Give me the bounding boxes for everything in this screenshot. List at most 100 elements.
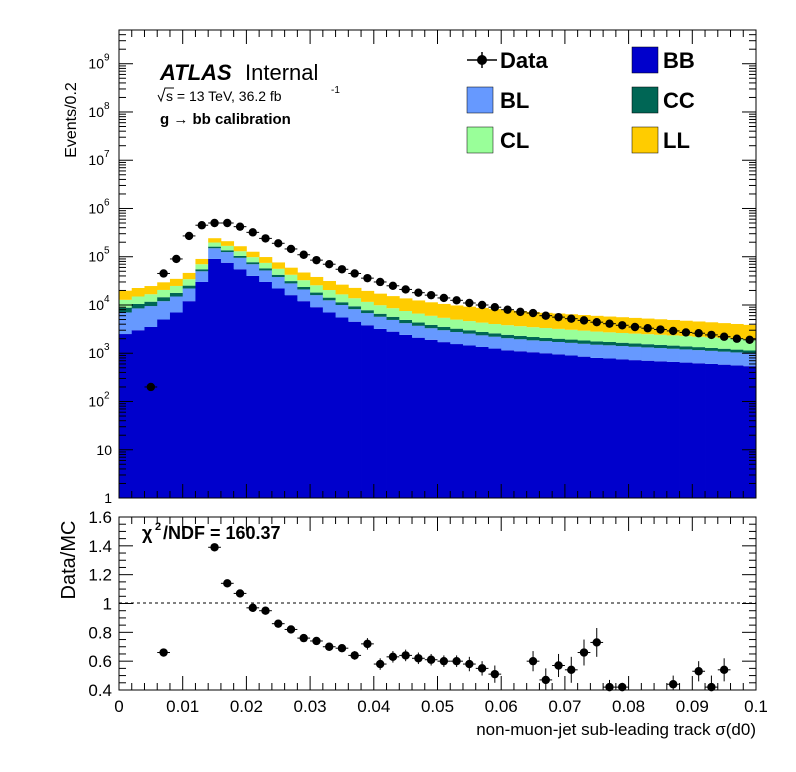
lower-ytick-label-5: 1.4 (88, 537, 112, 556)
bar-bb-6 (195, 281, 209, 498)
bar-cl-46 (705, 337, 719, 348)
ratio-point-19 (439, 656, 449, 666)
bar-cl-13 (284, 274, 298, 282)
bar-cc-20 (373, 313, 387, 317)
data-point-43 (694, 329, 703, 338)
ratio-point-8 (299, 633, 308, 643)
bar-cl-30 (501, 325, 515, 335)
bar-bl-48 (730, 352, 744, 366)
sqrt-symbol (157, 87, 174, 103)
atlas-label-bold: ATLAS (159, 60, 232, 85)
bar-bl-11 (259, 270, 273, 282)
upper-ytick-exponent-8: 8 (104, 101, 110, 112)
bar-cl-1 (131, 296, 145, 304)
data-point-13 (312, 255, 321, 265)
ratio-point-23 (490, 669, 500, 679)
ratio-point-27 (567, 665, 576, 675)
bar-cc-8 (220, 250, 235, 253)
data-point-21 (414, 288, 423, 297)
bar-bl-6 (195, 271, 209, 282)
bar-bl-46 (705, 350, 719, 364)
bar-bl-20 (373, 316, 387, 329)
bar-cl-28 (475, 322, 489, 332)
bar-ll-6 (195, 258, 209, 265)
ratio-point-5 (261, 606, 270, 615)
data-point-46 (732, 334, 742, 343)
bar-bb-16 (322, 312, 336, 498)
bar-cl-6 (195, 264, 209, 270)
bar-cl-47 (717, 338, 731, 349)
upper-ytick-label-6: 10 (88, 200, 104, 216)
bar-ll-15 (310, 276, 324, 286)
data-point-3 (184, 231, 194, 241)
bar-cc-39 (615, 342, 629, 347)
legend-bb-label: BB (663, 48, 695, 73)
bar-bb-38 (603, 358, 617, 498)
bar-bl-5 (182, 288, 196, 302)
bar-cc-33 (539, 337, 553, 342)
bar-bb-35 (564, 355, 579, 498)
data-point-25 (465, 298, 474, 308)
legend-cc-swatch (631, 86, 659, 114)
bar-cc-17 (335, 302, 349, 305)
bar-bl-24 (424, 328, 438, 340)
bar-ll-18 (348, 287, 362, 299)
ratio-point-28 (579, 648, 589, 657)
bar-ll-1 (131, 288, 145, 297)
bar-bb-29 (488, 348, 502, 498)
calibration-label: g → bb calibration (160, 111, 291, 128)
bar-bb-1 (131, 330, 145, 498)
bar-bb-48 (730, 365, 744, 498)
data-point-15 (337, 265, 347, 274)
bar-ll-26 (450, 305, 464, 320)
bar-bb-30 (501, 350, 515, 498)
bar-cl-4 (169, 285, 184, 293)
data-point-19 (388, 281, 398, 290)
bar-bl-29 (488, 336, 502, 349)
bar-cc-27 (462, 330, 477, 334)
data-point-39 (643, 324, 652, 333)
bar-cl-33 (539, 328, 553, 338)
bar-cc-9 (233, 255, 247, 258)
bar-cc-11 (259, 268, 273, 271)
legend-entry-bb: BB (631, 46, 695, 74)
ratio-point-26 (554, 661, 563, 670)
bar-bb-31 (513, 351, 528, 498)
bar-bl-36 (577, 343, 591, 357)
upper-y-axis-label: Events/0.2 (63, 82, 80, 158)
bar-cc-36 (577, 340, 591, 344)
bar-bb-46 (705, 363, 719, 498)
bar-ll-22 (399, 298, 413, 312)
bar-bb-10 (246, 275, 260, 498)
bar-cc-37 (590, 341, 604, 345)
bar-ll-9 (233, 246, 247, 252)
ratio-point-29 (592, 638, 601, 647)
bar-cl-38 (603, 332, 617, 342)
lower-xtick-label-8: 0.08 (612, 697, 645, 716)
upper-ytick-label-7: 10 (88, 152, 104, 168)
bar-bb-49 (743, 366, 757, 498)
bar-cc-3 (157, 297, 171, 302)
bar-ll-30 (501, 310, 515, 326)
bar-cc-1 (131, 303, 145, 309)
legend-cl-label: CL (500, 128, 529, 153)
lower-xtick-label-5: 0.05 (421, 697, 454, 716)
bar-bb-25 (437, 342, 451, 498)
bar-bb-37 (590, 357, 604, 498)
data-point-9 (261, 234, 270, 243)
bar-bl-3 (157, 301, 171, 320)
data-point-27 (490, 303, 500, 312)
upper-ytick-label-9: 10 (88, 56, 104, 72)
bar-ll-16 (322, 281, 336, 291)
data-point-29 (516, 307, 525, 317)
bar-ll-27 (462, 306, 477, 322)
legend-ll-label: LL (663, 128, 690, 153)
lower-xtick-label-3: 0.03 (294, 697, 327, 716)
bar-ll-2 (144, 286, 158, 295)
upper-ytick-label-0: 1 (104, 490, 112, 506)
data-point-37 (618, 321, 627, 330)
bar-bl-14 (297, 289, 311, 302)
legend-entry-cc: CC (631, 86, 695, 114)
upper-ytick-label-1: 10 (96, 442, 112, 458)
ratio-point-15 (388, 652, 398, 662)
